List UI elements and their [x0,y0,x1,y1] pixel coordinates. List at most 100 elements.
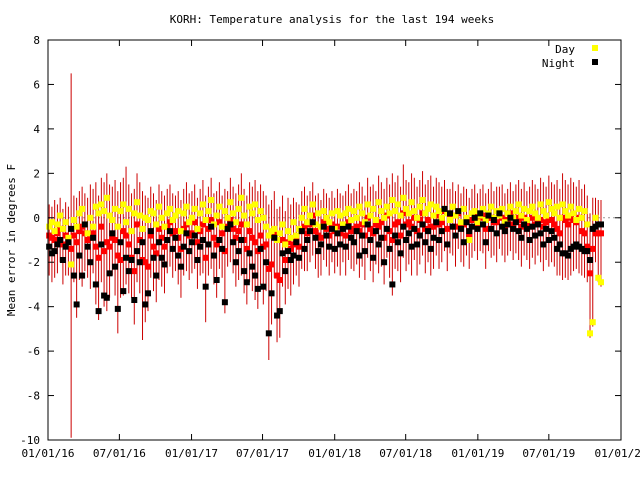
night-point [202,283,209,290]
mean-point [301,223,308,230]
day-point [101,208,108,215]
mean-point [529,214,536,221]
night-point [230,239,237,246]
night-point [337,241,344,248]
night-point [466,228,473,235]
night-point [532,232,539,239]
day-point [172,212,179,219]
night-point [254,285,261,292]
day-point [150,210,157,217]
mean-point [51,237,58,243]
night-point [210,252,217,259]
day-point [232,219,239,226]
day-point [194,225,201,232]
day-point [466,237,473,243]
night-point [54,241,61,248]
chart-title: KORH: Temperature analysis for the last … [170,13,495,26]
day-point [587,330,594,337]
mean-point [150,243,157,250]
night-point [430,234,437,241]
night-point [587,257,594,263]
mean-point [92,243,99,250]
night-point [70,272,77,279]
night-point [400,223,407,230]
day-point [304,219,311,226]
night-point [397,250,404,257]
mean-point [235,228,242,235]
day-point [457,219,464,226]
night-point [268,290,275,297]
night-point [243,279,250,286]
night-point [139,239,146,246]
day-point [554,203,561,210]
day-point [90,223,97,230]
night-point [507,214,514,221]
night-point [128,257,135,263]
day-point [177,228,184,235]
day-point [271,225,278,232]
mean-point [112,237,119,243]
night-point [112,263,119,270]
day-point [370,205,377,212]
x-tick-label: 07/01/19 [522,447,575,460]
day-point [230,210,237,217]
night-point [496,210,503,217]
day-point [389,197,396,203]
day-point [120,201,127,208]
x-tick-label: 01/01/20 [595,447,640,460]
day-point [452,212,459,219]
day-point [216,203,223,210]
day-point [92,203,99,210]
night-point [372,228,379,235]
x-axis-ticks: 01/01/16 07/01/16 01/01/17 07/01/17 01/01/18… [22,40,640,460]
night-point [488,225,495,232]
night-point [134,248,141,255]
night-point [90,234,97,241]
mean-point [268,261,275,268]
mean-point [73,239,80,246]
night-point [554,245,561,252]
mean-point [263,241,270,248]
night-point [471,214,478,221]
day-point [567,203,574,210]
day-point [48,219,55,226]
night-point [106,270,113,277]
mean-point [199,221,206,228]
day-point [348,217,355,223]
day-point [350,208,357,215]
mean-point [548,217,555,223]
night-point [235,248,242,255]
night-point [433,219,440,226]
mean-point [556,230,563,237]
day-point [548,205,555,212]
day-point [507,203,514,210]
night-point [411,225,418,232]
mean-point [397,232,404,239]
night-point [279,250,286,257]
night-point [499,223,506,230]
mean-point [98,223,105,230]
night-point [194,257,201,263]
night-point [274,312,281,319]
day-point [463,214,470,221]
day-point [425,205,432,212]
night-point [510,225,517,232]
night-point [537,230,544,237]
day-point [589,319,596,326]
day-point [436,208,443,215]
day-point [504,210,511,217]
day-point [408,199,415,206]
day-point [545,199,552,206]
night-point [282,268,289,275]
night-point [348,234,355,241]
day-point [394,201,401,208]
night-point [62,243,69,250]
night-point [381,259,388,266]
day-point [73,223,80,230]
mean-point [257,232,264,239]
mean-point [551,221,558,228]
day-point [46,223,53,230]
mean-point [252,239,259,246]
day-point [290,219,297,226]
